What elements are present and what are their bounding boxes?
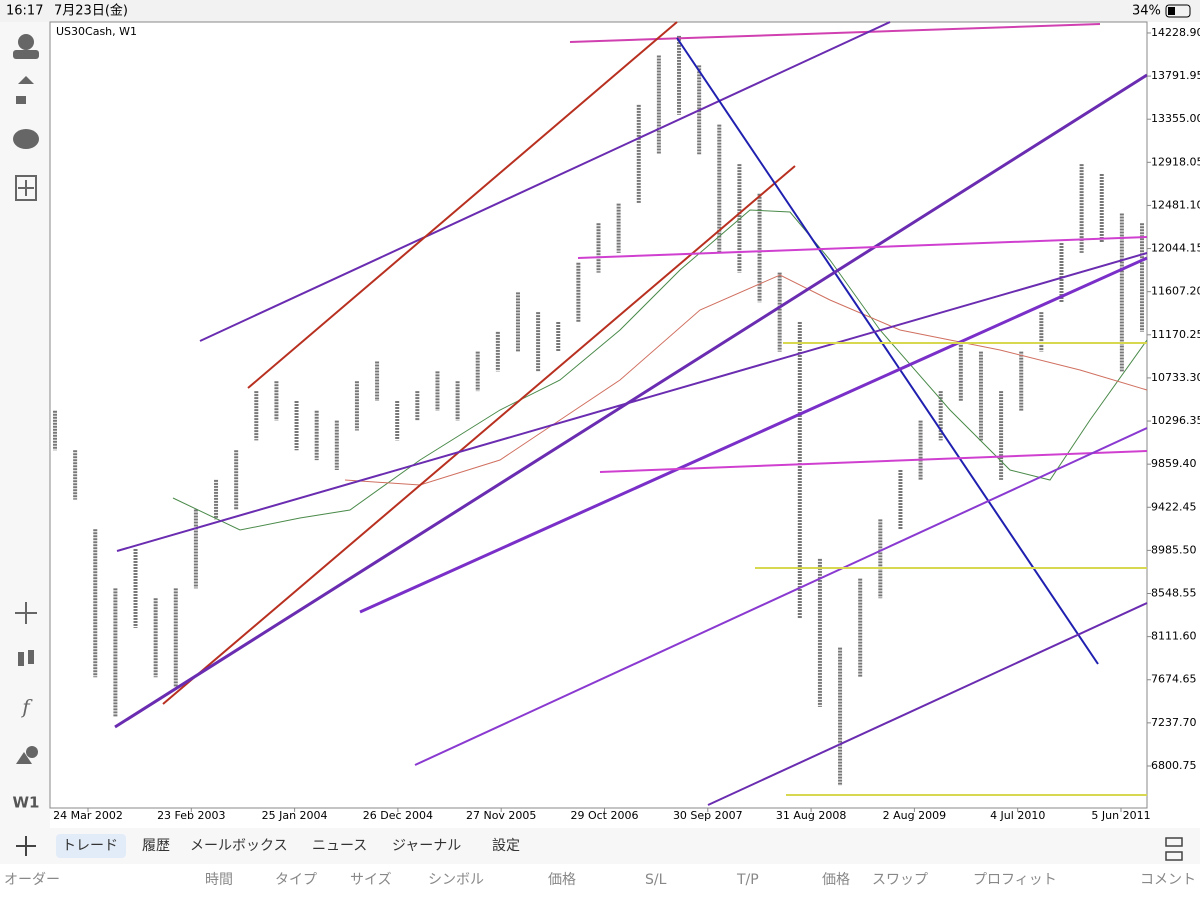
layout-button[interactable]: [1165, 837, 1183, 861]
battery-level: [1168, 7, 1175, 15]
y-tick-label: 8985.50: [1151, 543, 1197, 556]
x-tick-label: 25 Jan 2004: [262, 809, 328, 822]
tabs: トレード 履歴 メールボックス ニュース ジャーナル 設定: [56, 834, 520, 858]
y-tick-label: 10296.35: [1151, 414, 1200, 427]
y-tick-label: 14228.90: [1151, 26, 1200, 39]
column-label: オーダー: [4, 872, 60, 888]
time-axis: 24 Mar 2002 23 Feb 2003 25 Jan 2004 26 Dec …: [53, 808, 1151, 822]
x-tick-label: 2 Aug 2009: [883, 809, 946, 822]
y-tick-label: 11170.25: [1151, 328, 1200, 341]
x-tick-label: 31 Aug 2008: [776, 809, 846, 822]
column-label: コメント: [1140, 872, 1196, 888]
tab[interactable]: メールボックス: [190, 838, 288, 854]
y-tick-label: 12481.10: [1151, 198, 1200, 211]
y-tick-label: 12918.05: [1151, 155, 1200, 168]
tab[interactable]: ジャーナル: [392, 838, 461, 854]
column-header: [0, 864, 1200, 900]
column-label: 価格: [822, 872, 850, 888]
chart-area: [49, 21, 1148, 809]
tab[interactable]: 設定: [492, 838, 520, 854]
x-tick-label: 29 Oct 2006: [570, 809, 638, 822]
x-tick-label: 23 Feb 2003: [157, 809, 225, 822]
y-tick-label: 8548.55: [1151, 587, 1197, 600]
column-label: S/L: [645, 872, 667, 888]
moving-average-green: [172, 209, 1148, 531]
battery-icon: [1165, 4, 1191, 18]
column-label: プロフィット: [973, 872, 1057, 888]
toolbar-icons[interactable]: f: [13, 34, 39, 764]
y-tick-label: 10733.30: [1151, 371, 1200, 384]
symbol-label: US30Cash, W1: [56, 25, 137, 38]
left-toolbar: [0, 22, 50, 828]
add-button[interactable]: [16, 836, 36, 856]
column-label: タイプ: [275, 872, 317, 888]
y-tick-label: 13791.95: [1151, 69, 1200, 82]
y-tick-label: 13355.00: [1151, 112, 1200, 125]
column-label: サイズ: [350, 872, 392, 888]
moving-average-red: [344, 274, 1148, 486]
column-label: 価格: [548, 872, 576, 888]
tab[interactable]: トレード: [62, 838, 118, 854]
battery-text: 34%: [1132, 4, 1161, 19]
y-tick-label: 11607.20: [1151, 285, 1200, 298]
tab-bar: [0, 828, 1200, 864]
x-tick-label: 24 Mar 2002: [53, 809, 123, 822]
x-tick-label: 26 Dec 2004: [363, 809, 433, 822]
status-time: 16:17: [6, 4, 43, 19]
x-tick-label: 30 Sep 2007: [673, 809, 743, 822]
column-label: スワップ: [872, 872, 928, 888]
status-date: 7月23日(金): [54, 3, 128, 19]
x-tick-label: 27 Nov 2005: [466, 809, 536, 822]
column-label: 時間: [205, 872, 233, 888]
column-label: T/P: [736, 872, 759, 888]
tab-selected-bg: [56, 834, 126, 858]
tab[interactable]: 履歴: [142, 838, 170, 854]
trend-lines: [114, 21, 1148, 806]
column-label: シンボル: [428, 872, 484, 888]
y-tick-label: 6800.75: [1151, 759, 1197, 772]
tab[interactable]: ニュース: [312, 838, 367, 854]
y-tick-label: 8111.60: [1151, 630, 1197, 643]
y-tick-label: 7674.65: [1151, 673, 1197, 686]
y-tick-label: 9422.45: [1151, 500, 1197, 513]
y-tick-label: 12044.15: [1151, 242, 1200, 255]
columns: オーダー 時間 タイプ サイズ シンボル 価格 S/L T/P 価格 スワップ プロフィット コメント: [4, 872, 1196, 888]
x-tick-label: 4 Jul 2010: [990, 809, 1045, 822]
y-tick-label: 7237.70: [1151, 716, 1197, 729]
status-bar: [0, 0, 1200, 22]
x-tick-label: 5 Jun 2011: [1091, 809, 1150, 822]
y-tick-label: 9859.40: [1151, 457, 1197, 470]
price-axis: 14228.90 13791.95 13355.00 12918.05 12481.10…: [1147, 26, 1200, 772]
timeframe-button[interactable]: W1: [13, 794, 40, 812]
